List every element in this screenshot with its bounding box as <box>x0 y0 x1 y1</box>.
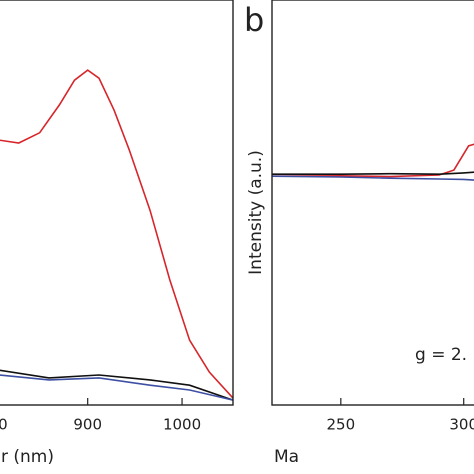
data-line <box>0 69 234 399</box>
x-tick-label: 250 <box>326 416 355 434</box>
x-tick-label: 800 <box>0 416 8 434</box>
data-line <box>271 143 474 178</box>
panel-label: b <box>244 1 264 39</box>
data-line <box>0 369 234 401</box>
x-tick-label: 900 <box>73 416 102 434</box>
plot-frame <box>271 0 474 406</box>
y-axis-label: Intensity (a.u.) <box>246 150 266 275</box>
data-line <box>272 171 474 176</box>
x-tick-label: 300 <box>449 416 474 434</box>
annotation: g = 2. <box>415 345 467 365</box>
x-tick-label: 1000 <box>163 416 201 434</box>
x-axis-label: Ma <box>274 447 299 467</box>
data-line <box>0 374 234 401</box>
data-line <box>271 175 474 181</box>
x-axis-label: r (nm) <box>1 447 54 467</box>
plot-frame <box>0 0 234 406</box>
